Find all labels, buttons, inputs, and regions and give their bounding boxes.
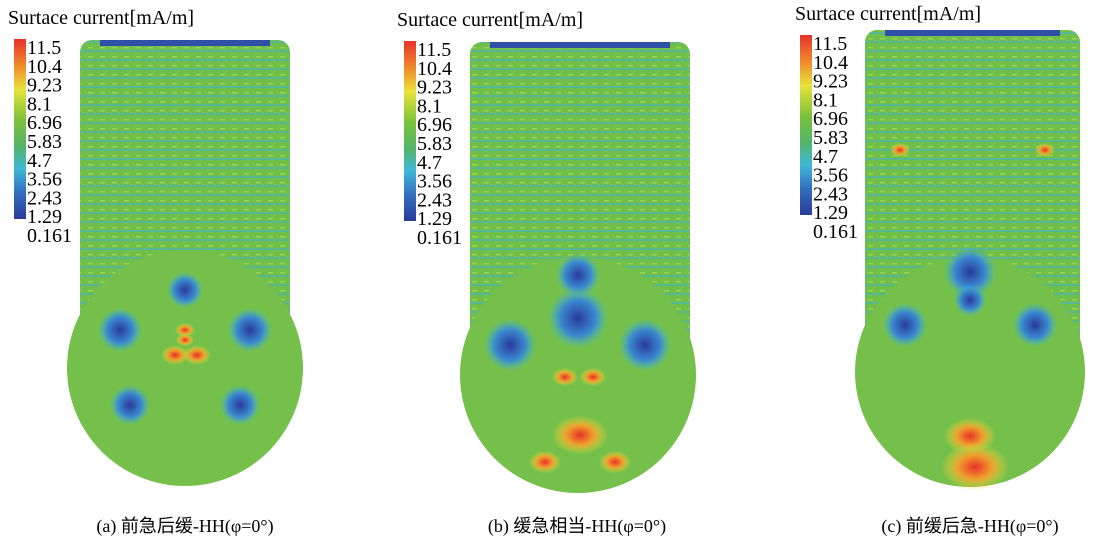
caption: (c) 前缓后急-HH(φ=0°) — [881, 516, 1058, 537]
high-current-region — [941, 443, 1009, 491]
legend-title: Surtace current[mA/m] — [795, 3, 981, 25]
high-current-region — [552, 415, 608, 454]
colorbar — [404, 41, 416, 221]
colorbar — [800, 35, 812, 215]
low-current-region — [110, 385, 150, 425]
low-current-region — [98, 308, 142, 352]
high-current-region — [529, 451, 561, 473]
high-current-region — [890, 143, 910, 157]
figure: Surtace current[mA/m]11.510.49.238.16.96… — [0, 0, 1094, 545]
low-current-region — [228, 308, 272, 352]
panel: Surtace current[mA/m]11.510.49.238.16.96… — [397, 9, 696, 537]
low-current-region — [619, 319, 671, 371]
panel: Surtace current[mA/m]11.510.49.238.16.96… — [8, 7, 303, 537]
panel: Surtace current[mA/m]11.510.49.238.16.96… — [795, 3, 1085, 537]
colorbar-label: 0.161 — [27, 225, 72, 247]
high-current-region — [1035, 143, 1055, 157]
high-current-region — [599, 451, 631, 473]
caption: (a) 前急后缓-HH(φ=0°) — [96, 516, 273, 537]
colorbar-label: 0.161 — [417, 227, 462, 249]
low-current-region — [220, 385, 260, 425]
high-current-region — [580, 368, 606, 386]
legend-title: Surtace current[mA/m] — [8, 7, 194, 29]
colorbar — [14, 39, 26, 219]
tube-top-edge — [490, 42, 670, 48]
low-current-region — [167, 272, 203, 308]
legend-title: Surtace current[mA/m] — [397, 9, 583, 31]
low-current-region — [484, 319, 536, 371]
colorbar-label: 0.161 — [813, 221, 858, 243]
high-current-region — [552, 368, 578, 386]
low-current-region — [954, 284, 986, 316]
tube-top-edge — [100, 40, 270, 46]
low-current-region — [883, 303, 927, 347]
tube-top-edge — [885, 30, 1060, 36]
caption: (b) 缓急相当-HH(φ=0°) — [488, 516, 666, 537]
high-current-region — [183, 345, 211, 365]
high-current-region — [176, 334, 194, 347]
low-current-region — [556, 253, 600, 297]
low-current-region — [1013, 303, 1057, 347]
